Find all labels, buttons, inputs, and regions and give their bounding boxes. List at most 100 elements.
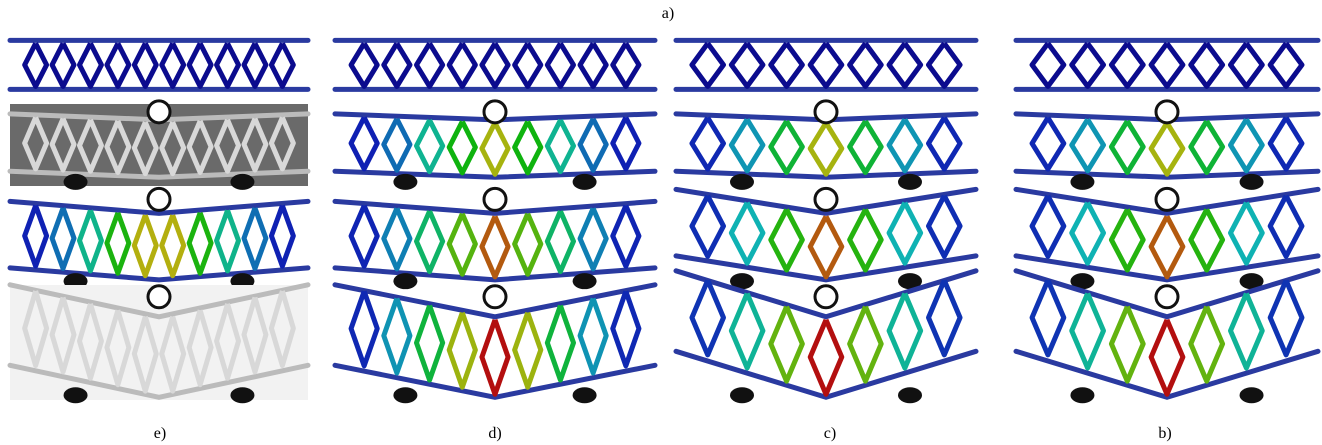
lattice-cell [731, 203, 763, 263]
lattice-cell [771, 43, 803, 86]
label-e: e) [154, 425, 166, 442]
lattice-cell [580, 43, 606, 86]
lattice-cell [1032, 43, 1064, 86]
lattice-cell [889, 43, 921, 86]
support [573, 174, 597, 190]
indenter [148, 188, 170, 210]
lattice-cell [850, 307, 882, 382]
lattice-cell [515, 214, 541, 275]
indenter [815, 101, 837, 123]
lattice-cell [416, 306, 442, 381]
lattice-cell [1111, 210, 1143, 270]
lattice-cell [244, 43, 266, 86]
support [730, 174, 754, 190]
lattice-cell [1032, 196, 1064, 257]
lattice-cell [482, 43, 508, 86]
lattice-cell [547, 211, 573, 272]
lattice-cell [25, 43, 47, 86]
lattice-cell [134, 215, 156, 276]
lattice-cell [449, 313, 475, 388]
lattice-cell [613, 206, 639, 267]
lattice-cell [850, 43, 882, 86]
lattice-cell [810, 320, 842, 395]
lattice-cell [692, 280, 724, 355]
lattice-cell [771, 121, 803, 172]
lattice-cell [771, 307, 803, 382]
lattice-cell [515, 122, 541, 173]
lattice-cell [613, 118, 639, 169]
lattice-cell [771, 210, 803, 270]
sim-panel [1016, 188, 1318, 289]
lattice-cell [580, 298, 606, 373]
lattice-cell [515, 43, 541, 86]
sim-panel [676, 101, 976, 190]
lattice-cell [482, 320, 508, 395]
lattice-cell [515, 313, 541, 388]
photo-panel [10, 101, 308, 190]
lattice-cell [929, 43, 961, 86]
lattice-cell [1072, 43, 1104, 86]
sim-panel [335, 40, 655, 89]
sim-panel [10, 40, 308, 89]
lattice-cell [1072, 294, 1104, 369]
lattice-cell [613, 43, 639, 86]
lattice-cell [580, 119, 606, 170]
lattice-cell [52, 43, 74, 86]
lattice-cell [189, 43, 211, 86]
support [730, 387, 754, 403]
lattice-cell [1072, 119, 1104, 170]
sim-panel [335, 101, 655, 190]
lattice-cell [731, 43, 763, 86]
lattice-cell [1032, 280, 1064, 355]
lattice-cell [449, 214, 475, 275]
figure: a) e) d) c) b) [0, 0, 1322, 445]
lattice-cell [1151, 43, 1183, 86]
indenter [815, 286, 837, 308]
lattice-cell [1270, 43, 1302, 86]
lattice-cell [351, 118, 377, 169]
lattice-cell [1191, 121, 1223, 172]
support [1240, 174, 1264, 190]
lattice-cell [449, 43, 475, 86]
lattice-cell [731, 119, 763, 170]
support [230, 387, 254, 403]
lattice-cell [1111, 307, 1143, 382]
lattice-cell [1231, 294, 1263, 369]
support [64, 174, 88, 190]
sim-panel [335, 188, 655, 289]
lattice-cell [271, 206, 293, 267]
lattice-cell [547, 120, 573, 171]
panels [10, 40, 1318, 403]
indenter [148, 101, 170, 123]
label-b: b) [1158, 425, 1171, 442]
lattice-cell [547, 306, 573, 381]
sim-panel [335, 285, 655, 403]
sim-panel [676, 271, 976, 403]
lattice-cell [1111, 43, 1143, 86]
indenter [148, 286, 170, 308]
lattice-cell [1270, 118, 1302, 169]
lattice-cell [162, 215, 184, 276]
support [393, 174, 417, 190]
lattice-cell [929, 118, 961, 169]
sim-panel [1016, 101, 1318, 190]
support [393, 387, 417, 403]
lattice-cell [929, 196, 961, 257]
lattice-cell [1270, 280, 1302, 355]
lattice-cell [810, 123, 842, 174]
indenter [815, 188, 837, 210]
lattice-cell [810, 216, 842, 277]
lattice-cell [1032, 118, 1064, 169]
support [573, 387, 597, 403]
lattice-cell [384, 43, 410, 86]
label-c: c) [824, 425, 836, 442]
lattice-cell [1231, 43, 1263, 86]
lattice-cell [850, 121, 882, 172]
lattice-cell [416, 211, 442, 272]
lattice-cell [482, 123, 508, 174]
indenter [1156, 188, 1178, 210]
lattice-cell [1191, 210, 1223, 270]
lattice-cell [1270, 196, 1302, 257]
sim-panel [676, 188, 976, 289]
photo-panel [10, 285, 308, 403]
